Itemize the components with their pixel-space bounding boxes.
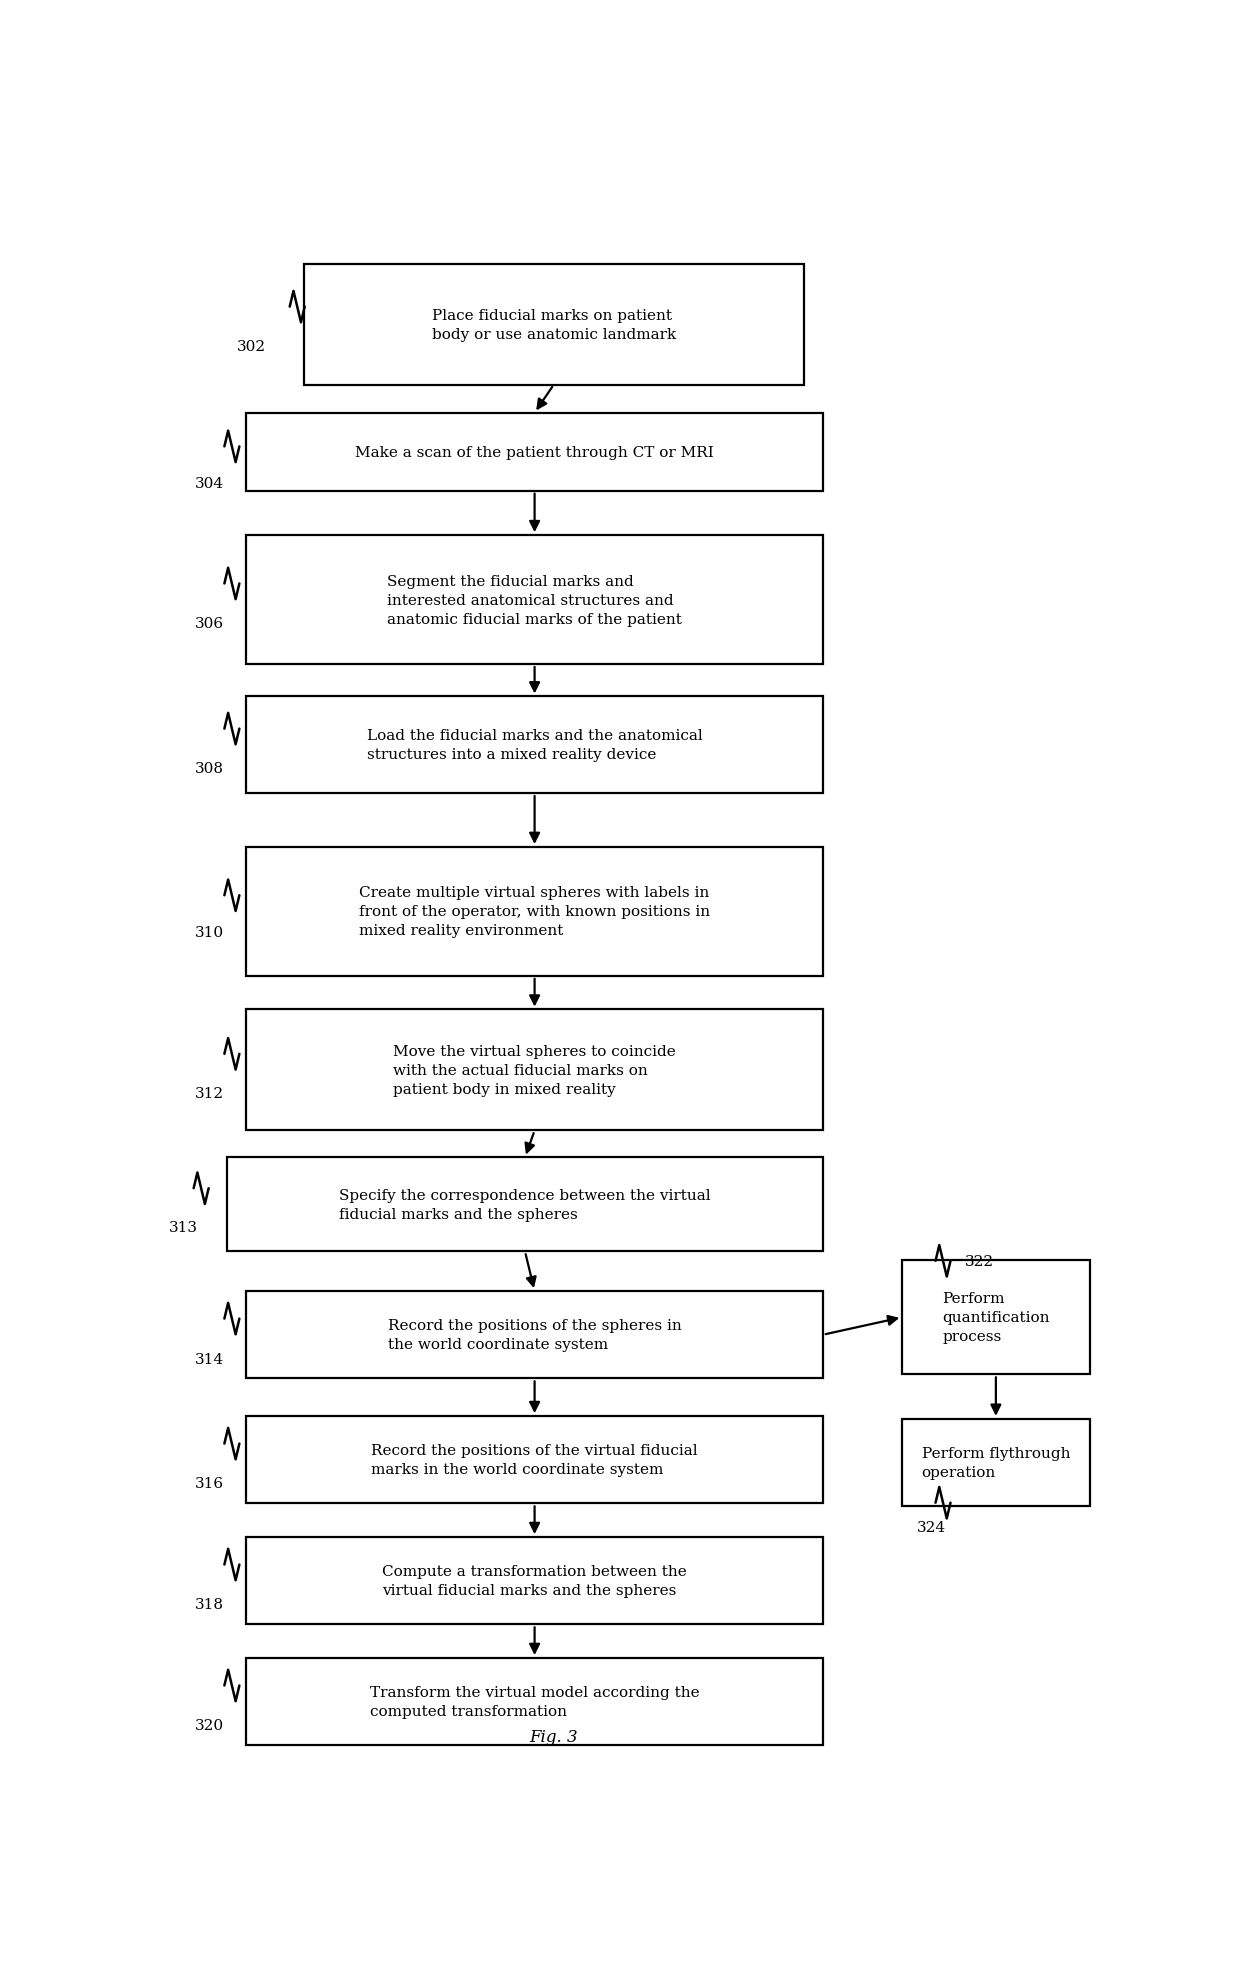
Text: Create multiple virtual spheres with labels in
front of the operator, with known: Create multiple virtual spheres with lab… (360, 885, 711, 939)
Text: Specify the correspondence between the virtual
fiducial marks and the spheres: Specify the correspondence between the v… (340, 1188, 711, 1222)
Text: Make a scan of the patient through CT or MRI: Make a scan of the patient through CT or… (355, 446, 714, 459)
Text: 313: 313 (170, 1222, 198, 1236)
Text: Segment the fiducial marks and
interested anatomical structures and
anatomic fid: Segment the fiducial marks and intereste… (387, 574, 682, 626)
FancyBboxPatch shape (247, 1416, 823, 1503)
Text: 318: 318 (195, 1598, 224, 1612)
Text: Load the fiducial marks and the anatomical
structures into a mixed reality devic: Load the fiducial marks and the anatomic… (367, 729, 703, 762)
FancyBboxPatch shape (247, 414, 823, 491)
FancyBboxPatch shape (903, 1420, 1090, 1507)
FancyBboxPatch shape (247, 537, 823, 665)
Text: Fig. 3: Fig. 3 (529, 1729, 578, 1744)
Text: Transform the virtual model according the
computed transformation: Transform the virtual model according th… (370, 1685, 699, 1719)
FancyBboxPatch shape (247, 1657, 823, 1746)
Text: 304: 304 (195, 477, 224, 491)
Text: 312: 312 (195, 1087, 224, 1101)
Text: 314: 314 (195, 1352, 224, 1366)
FancyBboxPatch shape (247, 1291, 823, 1378)
Text: Perform
quantification
process: Perform quantification process (942, 1291, 1049, 1344)
FancyBboxPatch shape (903, 1261, 1090, 1374)
FancyBboxPatch shape (247, 847, 823, 976)
Text: Move the virtual spheres to coincide
with the actual fiducial marks on
patient b: Move the virtual spheres to coincide wit… (393, 1045, 676, 1097)
FancyBboxPatch shape (304, 265, 804, 386)
Text: 322: 322 (965, 1253, 994, 1267)
Text: Perform flythrough
operation: Perform flythrough operation (921, 1445, 1070, 1479)
FancyBboxPatch shape (247, 697, 823, 794)
Text: 302: 302 (237, 341, 265, 354)
Text: Compute a transformation between the
virtual fiducial marks and the spheres: Compute a transformation between the vir… (382, 1564, 687, 1598)
Text: 310: 310 (195, 925, 224, 939)
Text: Place fiducial marks on patient
body or use anatomic landmark: Place fiducial marks on patient body or … (432, 309, 676, 341)
FancyBboxPatch shape (227, 1158, 823, 1251)
Text: 324: 324 (916, 1521, 946, 1534)
Text: Record the positions of the spheres in
the world coordinate system: Record the positions of the spheres in t… (388, 1319, 682, 1352)
Text: Record the positions of the virtual fiducial
marks in the world coordinate syste: Record the positions of the virtual fidu… (371, 1443, 698, 1477)
Text: 316: 316 (195, 1475, 224, 1491)
Text: 306: 306 (195, 616, 224, 630)
FancyBboxPatch shape (247, 1536, 823, 1624)
FancyBboxPatch shape (247, 1010, 823, 1131)
Text: 320: 320 (195, 1719, 224, 1732)
Text: 308: 308 (195, 762, 224, 776)
